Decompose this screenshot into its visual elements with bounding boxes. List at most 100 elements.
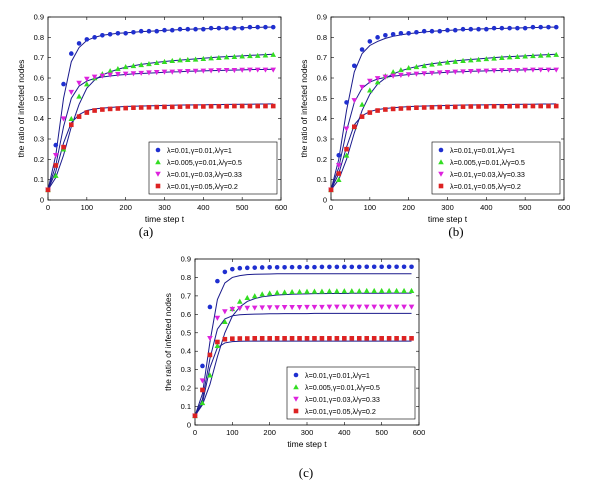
data-point (146, 28, 152, 34)
data-point (262, 67, 269, 73)
data-point (398, 106, 404, 111)
data-point (522, 53, 528, 59)
data-point (460, 26, 466, 32)
data-point (553, 67, 560, 73)
y-tick-label: 0.1 (181, 402, 191, 411)
legend-label: λ=0.01,γ=0.01,λ/γ=1 (167, 146, 232, 155)
data-point (201, 104, 206, 109)
data-point (390, 31, 396, 37)
data-point (185, 26, 191, 32)
data-point (390, 106, 396, 112)
data-point (341, 288, 348, 294)
fit-curve-series-1 (194, 273, 412, 416)
data-point (215, 339, 220, 345)
data-point (379, 264, 384, 270)
data-point (468, 104, 474, 109)
x-tick-label: 300 (158, 203, 171, 212)
data-point (154, 104, 160, 110)
data-point (229, 306, 236, 312)
data-point (445, 104, 450, 110)
y-tick-label: 0.8 (181, 273, 191, 282)
legend-box (148, 141, 278, 195)
data-point (382, 74, 389, 80)
data-point (146, 70, 152, 76)
legend-marker (293, 396, 299, 402)
data-point (297, 336, 302, 341)
data-point (68, 115, 75, 121)
data-point (215, 278, 220, 284)
data-point (421, 71, 427, 77)
data-point (538, 24, 543, 30)
data-point (349, 288, 355, 294)
panel-caption: (a) (139, 224, 153, 239)
data-point (123, 105, 128, 111)
data-point (408, 304, 415, 310)
data-point (429, 70, 435, 76)
data-point (192, 68, 199, 74)
data-point (99, 73, 106, 79)
data-point (405, 72, 412, 78)
data-point (239, 53, 245, 59)
data-point (390, 73, 396, 79)
data-point (304, 264, 310, 270)
data-point (374, 79, 381, 85)
data-point (352, 124, 357, 130)
data-point (304, 304, 310, 310)
data-point (414, 105, 419, 110)
data-point (169, 27, 175, 33)
data-point (274, 336, 280, 341)
data-point (107, 106, 113, 112)
data-point (61, 81, 66, 87)
data-point (326, 288, 333, 294)
data-point (154, 28, 160, 34)
legend-marker (438, 147, 444, 153)
data-point (247, 53, 253, 59)
data-point (281, 289, 288, 295)
data-point (460, 69, 466, 75)
data-point (52, 152, 59, 159)
data-point (153, 59, 160, 66)
panel-caption: (c) (299, 465, 313, 480)
data-point (216, 103, 222, 109)
data-point (506, 54, 513, 60)
data-point (311, 288, 318, 294)
y-tick-label: 0.5 (317, 94, 327, 103)
data-point (553, 51, 560, 57)
data-point (514, 53, 521, 59)
y-tick-label: 0.1 (34, 175, 44, 184)
legend-label: λ=0.005,γ=0.01,λ/γ=0.5 (450, 158, 525, 167)
data-point (429, 61, 435, 67)
data-point (244, 265, 250, 271)
data-point (208, 68, 214, 74)
chart-panel-1: 0 100 200 300 400 500 600 0 0.1 0.2 0.3 0.4 0.5 0.6 0.… (16, 13, 287, 240)
data-point (359, 47, 365, 52)
legend-label: λ=0.005,γ=0.01,λ/γ=0.5 (167, 158, 242, 167)
data-point (327, 336, 332, 341)
fit-curve-series-3 (194, 312, 412, 416)
y-tick-label: 0.3 (181, 365, 191, 374)
data-point (491, 25, 497, 31)
x-tick-label: 0 (193, 428, 197, 437)
data-point (237, 298, 243, 304)
data-point (222, 336, 228, 342)
x-tick-label: 600 (413, 428, 426, 437)
data-point (216, 25, 222, 31)
data-point (515, 103, 520, 109)
data-point (274, 289, 280, 295)
data-point (208, 103, 214, 109)
data-point (254, 52, 261, 58)
data-series-4 (45, 103, 276, 193)
data-point (146, 104, 152, 110)
data-point (53, 142, 59, 148)
data-point (52, 172, 59, 178)
data-point (92, 35, 97, 40)
data-point (371, 264, 377, 270)
data-point (247, 67, 253, 73)
legend-label: λ=0.01,γ=0.03,λ/γ=0.33 (450, 170, 525, 179)
data-point (244, 305, 251, 311)
data-point (546, 103, 551, 109)
y-tick-label: 0.8 (34, 33, 44, 42)
data-point (319, 304, 325, 310)
data-point (394, 264, 399, 270)
data-point (92, 108, 97, 113)
